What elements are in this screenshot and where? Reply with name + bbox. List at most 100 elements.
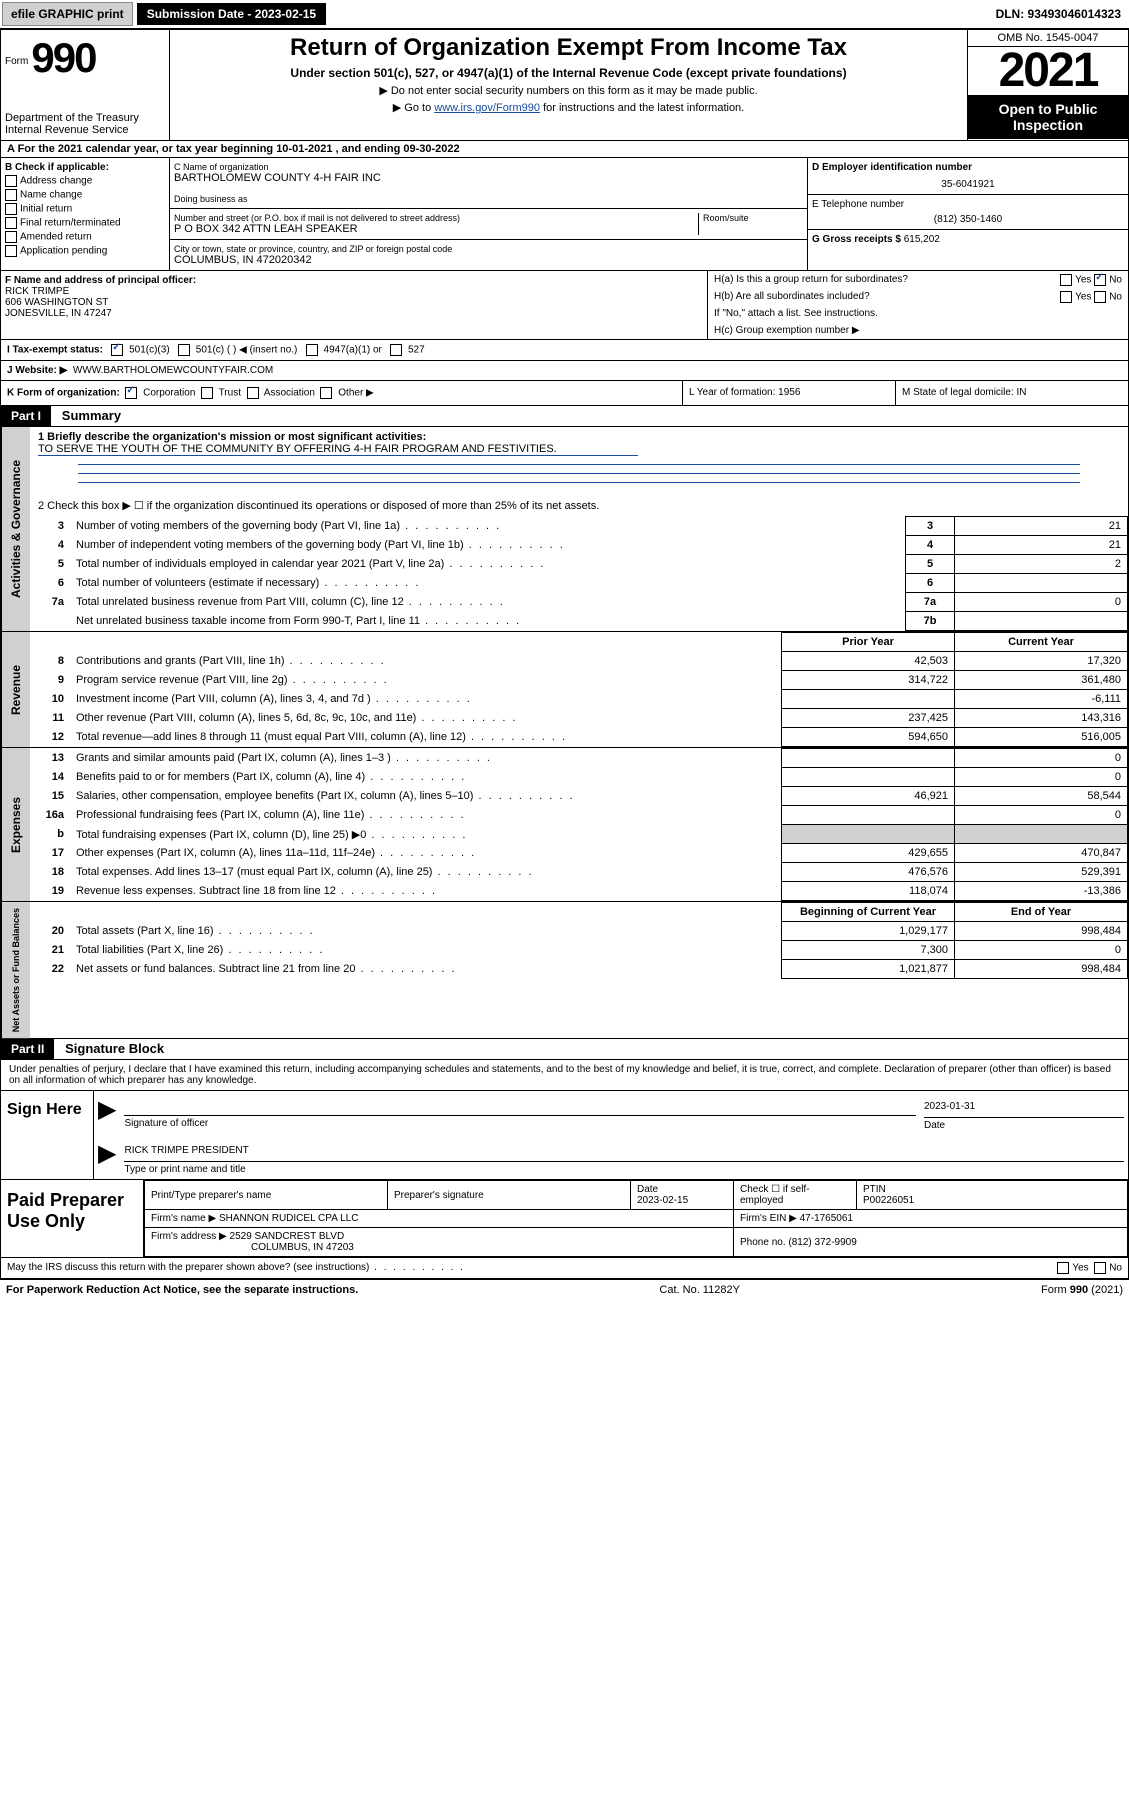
footer-mid: Cat. No. 11282Y bbox=[659, 1284, 740, 1296]
officer-addr1: 606 WASHINGTON ST bbox=[5, 297, 703, 308]
form-subtitle-3: ▶ Go to www.irs.gov/Form990 for instruct… bbox=[176, 101, 961, 114]
submission-date: Submission Date - 2023-02-15 bbox=[137, 3, 326, 25]
perjury-declaration: Under penalties of perjury, I declare th… bbox=[0, 1060, 1129, 1091]
cb-corporation[interactable] bbox=[125, 387, 137, 399]
firm-addr2: COLUMBUS, IN 47203 bbox=[251, 1242, 354, 1253]
officer-name: RICK TRIMPE bbox=[5, 286, 703, 297]
dept-irs: Internal Revenue Service bbox=[5, 124, 165, 136]
firm-addr1: 2529 SANDCREST BLVD bbox=[230, 1231, 345, 1242]
footer-right: Form 990 (2021) bbox=[1041, 1284, 1123, 1296]
website-value: WWW.BARTHOLOMEWCOUNTYFAIR.COM bbox=[73, 365, 273, 376]
cb-final-return[interactable] bbox=[5, 217, 17, 229]
footer-left: For Paperwork Reduction Act Notice, see … bbox=[6, 1284, 358, 1296]
form-number: 990 bbox=[31, 34, 95, 81]
form-title: Return of Organization Exempt From Incom… bbox=[176, 34, 961, 62]
cb-trust[interactable] bbox=[201, 387, 213, 399]
efile-button[interactable]: efile GRAPHIC print bbox=[2, 2, 133, 26]
line2: 2 Check this box ▶ ☐ if the organization… bbox=[30, 495, 1128, 516]
netassets-table: Beginning of Current YearEnd of Year20 T… bbox=[30, 902, 1128, 979]
form-header: Form 990 Department of the Treasury Inte… bbox=[0, 29, 1129, 141]
dept-treasury: Department of the Treasury bbox=[5, 112, 165, 124]
row-i: I Tax-exempt status: 501(c)(3) 501(c) ( … bbox=[0, 340, 1129, 361]
firm-ein: 47-1765061 bbox=[800, 1213, 853, 1224]
part1-title: Summary bbox=[54, 405, 129, 426]
row-j: J Website: ▶ WWW.BARTHOLOMEWCOUNTYFAIR.C… bbox=[0, 361, 1129, 381]
tax-year: 2021 bbox=[968, 47, 1128, 95]
form-subtitle-1: Under section 501(c), 527, or 4947(a)(1)… bbox=[176, 66, 961, 80]
addr-value: P O BOX 342 ATTN LEAH SPEAKER bbox=[174, 223, 698, 235]
part2-header: Part II bbox=[1, 1039, 54, 1059]
sig-date-value: 2023-01-31 bbox=[924, 1099, 1124, 1118]
may-discuss-label: May the IRS discuss this return with the… bbox=[7, 1262, 1057, 1274]
expenses-table: 13 Grants and similar amounts paid (Part… bbox=[30, 748, 1128, 901]
cb-address-change[interactable] bbox=[5, 175, 17, 187]
phone-value: (812) 350-1460 bbox=[812, 214, 1124, 225]
hb-no[interactable] bbox=[1094, 291, 1106, 303]
ein-label: D Employer identification number bbox=[812, 162, 1124, 173]
sig-name-value: RICK TRIMPE PRESIDENT bbox=[124, 1143, 1124, 1162]
top-bar: efile GRAPHIC print Submission Date - 20… bbox=[0, 0, 1129, 29]
hb-yes[interactable] bbox=[1060, 291, 1072, 303]
cb-name-change[interactable] bbox=[5, 189, 17, 201]
dln-label: DLN: 93493046014323 bbox=[996, 7, 1129, 21]
discuss-no[interactable] bbox=[1094, 1262, 1106, 1274]
ein-value: 35-6041921 bbox=[812, 179, 1124, 190]
room-label: Room/suite bbox=[703, 213, 803, 223]
firm-phone: (812) 372-9909 bbox=[788, 1237, 856, 1248]
cb-amended-return[interactable] bbox=[5, 231, 17, 243]
sig-name-label: Type or print name and title bbox=[124, 1164, 1124, 1175]
org-name-label: C Name of organization bbox=[174, 162, 803, 172]
addr-label: Number and street (or P.O. box if mail i… bbox=[174, 213, 698, 223]
city-value: COLUMBUS, IN 472020342 bbox=[174, 254, 803, 266]
cb-association[interactable] bbox=[247, 387, 259, 399]
org-name: BARTHOLOMEW COUNTY 4-H FAIR INC bbox=[174, 172, 803, 184]
ha-label: H(a) Is this a group return for subordin… bbox=[714, 274, 908, 285]
cb-other[interactable] bbox=[320, 387, 332, 399]
state-domicile: M State of legal domicile: IN bbox=[895, 381, 1128, 405]
vlabel-revenue: Revenue bbox=[1, 632, 30, 747]
phone-label: E Telephone number bbox=[812, 199, 1124, 210]
cb-initial-return[interactable] bbox=[5, 203, 17, 215]
form-prefix: Form bbox=[5, 56, 28, 67]
ha-yes[interactable] bbox=[1060, 274, 1072, 286]
ha-no[interactable] bbox=[1094, 274, 1106, 286]
vlabel-netassets: Net Assets or Fund Balances bbox=[1, 902, 30, 1038]
firm-name: SHANNON RUDICEL CPA LLC bbox=[219, 1213, 358, 1224]
paid-preparer-label: Paid Preparer Use Only bbox=[1, 1180, 144, 1257]
col-b-title: B Check if applicable: bbox=[5, 162, 165, 173]
prep-sig-label: Preparer's signature bbox=[388, 1181, 631, 1210]
sig-date-label: Date bbox=[924, 1120, 1124, 1131]
hb-note: If "No," attach a list. See instructions… bbox=[708, 305, 1128, 322]
arrow-icon: ▶ bbox=[98, 1095, 116, 1131]
cb-4947[interactable] bbox=[306, 344, 318, 356]
form-subtitle-2: ▶ Do not enter social security numbers o… bbox=[176, 84, 961, 97]
cb-501c[interactable] bbox=[178, 344, 190, 356]
form990-link[interactable]: www.irs.gov/Form990 bbox=[434, 102, 540, 114]
line1-value: TO SERVE THE YOUTH OF THE COMMUNITY BY O… bbox=[38, 443, 638, 456]
dba-label: Doing business as bbox=[174, 194, 803, 204]
line1-label: 1 Briefly describe the organization's mi… bbox=[38, 431, 1120, 443]
part2-title: Signature Block bbox=[57, 1038, 172, 1059]
year-formation: L Year of formation: 1956 bbox=[682, 381, 895, 405]
self-employed-label: Check ☐ if self-employed bbox=[734, 1181, 857, 1210]
row-k: K Form of organization: Corporation Trus… bbox=[1, 381, 682, 405]
vlabel-expenses: Expenses bbox=[1, 748, 30, 901]
open-inspection-badge: Open to Public Inspection bbox=[968, 95, 1128, 139]
prep-name-label: Print/Type preparer's name bbox=[145, 1181, 388, 1210]
row-a-tax-year: A For the 2021 calendar year, or tax yea… bbox=[0, 141, 1129, 158]
governance-table: 3 Number of voting members of the govern… bbox=[30, 516, 1128, 631]
sig-officer-label: Signature of officer bbox=[124, 1118, 916, 1129]
paid-preparer-table: Print/Type preparer's name Preparer's si… bbox=[144, 1180, 1128, 1257]
discuss-yes[interactable] bbox=[1057, 1262, 1069, 1274]
officer-label: F Name and address of principal officer: bbox=[5, 275, 703, 286]
vlabel-governance: Activities & Governance bbox=[1, 427, 30, 631]
revenue-table: Prior YearCurrent Year8 Contributions an… bbox=[30, 632, 1128, 747]
city-label: City or town, state or province, country… bbox=[174, 244, 803, 254]
part1-header: Part I bbox=[1, 406, 51, 426]
cb-527[interactable] bbox=[390, 344, 402, 356]
sign-here-label: Sign Here bbox=[1, 1091, 94, 1179]
officer-addr2: JONESVILLE, IN 47247 bbox=[5, 308, 703, 319]
arrow-icon: ▶ bbox=[98, 1139, 116, 1175]
cb-501c3[interactable] bbox=[111, 344, 123, 356]
cb-application-pending[interactable] bbox=[5, 245, 17, 257]
